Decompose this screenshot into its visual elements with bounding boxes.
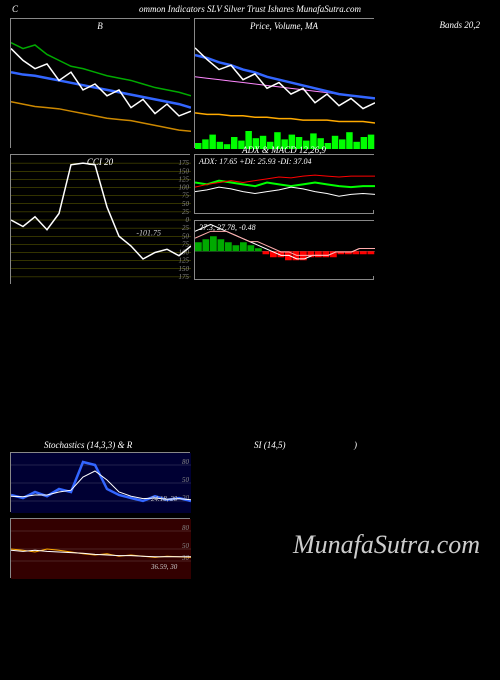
bands-label: Bands 20,2 [440,20,481,30]
cci-title: CCI 20 [87,157,113,167]
svg-text:150: 150 [179,265,190,273]
rsi-chart: 80 50 3036.59, 30 [10,518,190,578]
svg-text:50: 50 [182,200,190,208]
svg-text:25: 25 [182,208,190,216]
bbands-chart: B [10,18,190,148]
stoch-left-label: Stochastics (14,3,3) & R [44,440,132,450]
svg-text:-101.75: -101.75 [136,229,161,238]
macd-chart: 27.3, 27.78, -0.48 [194,220,374,280]
svg-text:175: 175 [179,273,190,281]
price-ma-chart: Price, Volume, MA [194,18,374,148]
svg-text:125: 125 [179,175,190,183]
adx-chart: ADX & MACD 12,26,9 ADX: 17.65 +DI: 25.93… [194,154,374,214]
macd-subtitle: 27.3, 27.78, -0.48 [199,223,256,232]
svg-text:50: 50 [182,476,190,484]
stoch-chart: 80502024.18, 20 [10,452,190,512]
svg-text:24.18, 20: 24.18, 20 [151,495,178,503]
header-left: C [12,4,18,14]
svg-text:25: 25 [182,224,190,232]
svg-text:125: 125 [179,257,190,265]
svg-text:175: 175 [179,159,190,167]
svg-text:50: 50 [182,542,190,550]
stoch-right-label: SI (14,5) [254,440,286,450]
svg-text:100: 100 [179,184,190,192]
adx-title: ADX & MACD 12,26,9 [242,145,326,155]
watermark: MunafaSutra.com [293,530,480,560]
svg-text:36.59, 30: 36.59, 30 [150,563,178,571]
svg-text:80: 80 [182,524,190,532]
price-title: Price, Volume, MA [250,21,318,31]
svg-text:80: 80 [182,458,190,466]
svg-text:75: 75 [182,192,190,200]
adx-subtitle: ADX: 17.65 +DI: 25.93 -DI: 37.04 [199,157,312,166]
svg-text:150: 150 [179,167,190,175]
svg-text:50: 50 [182,232,190,240]
bbands-title: B [97,21,103,31]
stoch-paren: ) [354,440,357,450]
cci-chart: CCI 20 175150125100755025025507510012515… [10,154,190,284]
header-center: ommon Indicators SLV Silver Trust Ishare… [139,4,361,14]
svg-text:0: 0 [186,216,190,224]
svg-text:30: 30 [181,554,190,562]
